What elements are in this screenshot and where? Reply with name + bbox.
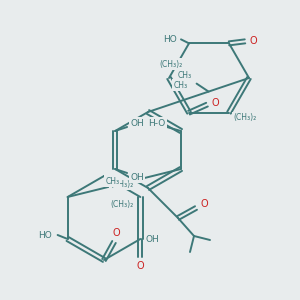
Text: O: O — [112, 228, 120, 238]
Text: O: O — [136, 261, 144, 271]
Text: (CH₃)₂: (CH₃)₂ — [233, 113, 256, 122]
Text: H-O: H-O — [148, 118, 166, 127]
Text: O: O — [249, 36, 257, 46]
Text: HO: HO — [38, 230, 52, 239]
Text: OH: OH — [130, 118, 144, 127]
Text: CH₃: CH₃ — [105, 176, 119, 185]
Text: OH: OH — [130, 172, 144, 182]
Text: (CH₃)₂: (CH₃)₂ — [111, 200, 134, 209]
Text: CH₃: CH₃ — [173, 80, 188, 89]
Text: (CH₃)₂: (CH₃)₂ — [159, 59, 183, 68]
Text: (CH₃)₂: (CH₃)₂ — [110, 179, 134, 188]
Text: CH₃: CH₃ — [177, 70, 192, 80]
Text: OH: OH — [145, 236, 159, 244]
Text: O: O — [200, 199, 208, 209]
Text: O: O — [211, 98, 219, 108]
Text: HO: HO — [163, 35, 177, 44]
